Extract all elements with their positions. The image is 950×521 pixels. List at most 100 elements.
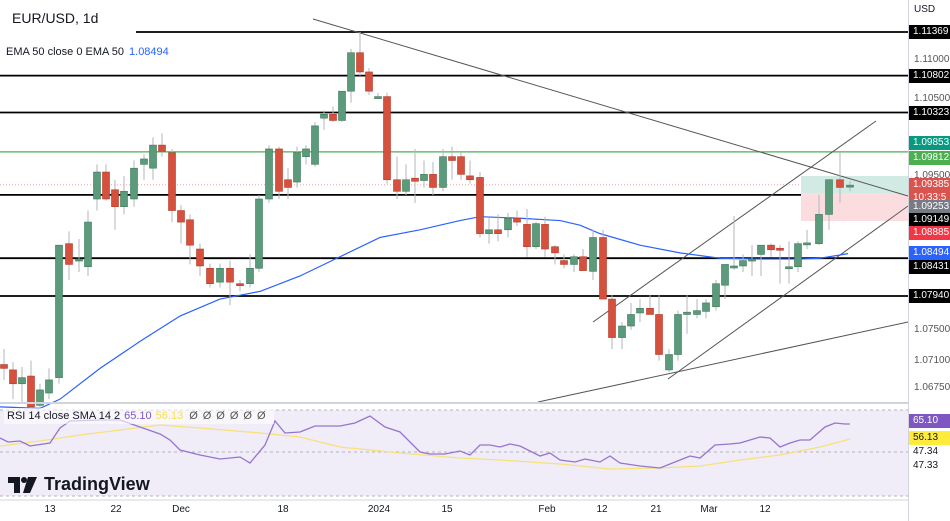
candle[interactable] [374,92,382,99]
candle[interactable] [589,229,597,280]
candle[interactable] [846,181,854,192]
candle[interactable] [618,322,626,350]
trend-line[interactable] [537,321,909,403]
candle[interactable] [393,156,401,199]
candle[interactable] [476,172,484,238]
candle[interactable] [748,245,756,276]
candle[interactable] [140,154,148,180]
candle[interactable] [523,209,531,257]
candle[interactable] [102,164,110,201]
candle[interactable] [504,212,512,238]
candle[interactable] [196,243,204,276]
trend-line[interactable] [312,18,909,197]
candle[interactable] [776,245,784,284]
candle[interactable] [36,383,44,409]
candle[interactable] [532,222,540,250]
candle[interactable] [448,146,456,180]
candle[interactable] [226,260,234,306]
currency-label: USD [914,4,936,15]
candle[interactable] [466,160,474,184]
candle[interactable] [767,243,775,257]
candle[interactable] [65,231,73,280]
candle[interactable] [0,349,8,380]
candle[interactable] [329,106,337,123]
candle[interactable] [825,179,833,230]
candle[interactable] [721,264,729,300]
candle[interactable] [158,133,166,157]
candle[interactable] [206,263,214,288]
candle[interactable] [794,241,802,273]
candle[interactable] [186,214,194,265]
candle[interactable] [702,299,710,319]
candle[interactable] [265,145,273,203]
candle[interactable] [383,92,391,184]
candle[interactable] [815,195,823,246]
candle[interactable] [560,254,568,269]
candle[interactable] [411,148,419,203]
candle[interactable] [236,279,244,292]
candle[interactable] [177,205,185,244]
candle[interactable] [120,175,128,215]
candle[interactable] [402,164,410,196]
candle[interactable] [93,164,101,211]
candle[interactable] [551,245,559,265]
candle[interactable] [674,310,682,361]
candle[interactable] [836,152,844,203]
candle[interactable] [168,148,176,223]
rsi-legend[interactable]: RSI 14 close SMA 14 2 65.10 56.13 ØØØØØØ [4,408,274,424]
candle[interactable] [275,146,283,199]
candle[interactable] [457,152,465,180]
candle[interactable] [494,214,502,242]
candle[interactable] [45,368,53,400]
candle[interactable] [75,239,83,273]
candle[interactable] [803,229,811,250]
candle[interactable] [785,241,793,284]
candle[interactable] [302,145,310,165]
candle[interactable] [485,218,493,244]
candle[interactable] [293,146,301,188]
candle[interactable] [608,295,616,350]
candle[interactable] [111,179,119,230]
candle[interactable] [347,48,355,103]
candle[interactable] [84,210,92,276]
candle[interactable] [255,195,263,273]
candle[interactable] [683,295,691,334]
candle[interactable] [216,263,224,288]
candle[interactable] [712,279,720,311]
ema-legend[interactable]: EMA 50 close 0 EMA 50 1.08494 [6,46,169,58]
candle[interactable] [420,160,428,188]
candle[interactable] [579,249,587,271]
candle[interactable] [55,244,63,384]
candle[interactable] [627,302,635,330]
candle[interactable] [246,254,254,288]
candle[interactable] [439,148,447,192]
candle[interactable] [311,122,319,167]
candle[interactable] [429,162,437,196]
candle[interactable] [599,229,607,300]
candle[interactable] [541,216,549,257]
candle[interactable] [9,362,17,400]
candle[interactable] [570,254,578,273]
candle[interactable] [338,90,346,123]
candle[interactable] [365,68,373,96]
tradingview-logo[interactable]: TradingView [8,474,150,495]
candle[interactable] [284,168,292,199]
candle[interactable] [130,160,138,207]
candle[interactable] [655,295,663,361]
candle[interactable] [739,254,747,273]
candle[interactable] [27,360,35,409]
candle[interactable] [693,299,701,319]
candle[interactable] [18,366,26,404]
candle[interactable] [356,31,364,76]
time-axis-label: 12 [596,504,608,515]
candle[interactable] [665,349,673,373]
candle[interactable] [636,299,644,323]
candle[interactable] [730,215,738,270]
candle[interactable] [149,137,157,180]
trend-line[interactable] [667,205,909,380]
candle[interactable] [646,295,654,315]
candle[interactable] [757,244,765,276]
candle[interactable] [320,110,328,130]
candle[interactable] [513,210,521,226]
